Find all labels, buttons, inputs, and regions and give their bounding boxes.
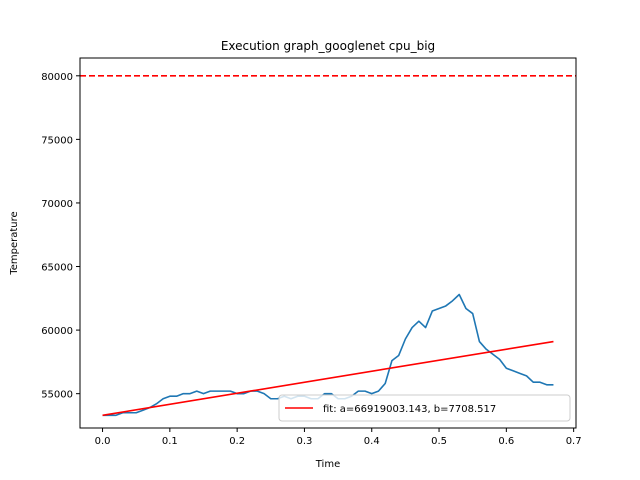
y-tick-label: 60000: [41, 326, 73, 337]
y-tick-label: 65000: [41, 263, 73, 274]
x-axis-title: Time: [315, 459, 340, 470]
temperature-line: [102, 293, 554, 417]
x-tick-label: 0.3: [296, 436, 312, 447]
plot-area: [80, 75, 576, 417]
legend: fit: a=66919003.143, b=7708.517: [278, 394, 571, 422]
x-tick-label: 0.1: [162, 436, 178, 447]
x-tick-label: 0.2: [229, 436, 245, 447]
x-tick-label: 0.7: [566, 436, 582, 447]
x-tick-label: 0.0: [95, 436, 111, 447]
axes-frame: [79, 57, 577, 429]
legend-box: [278, 394, 571, 422]
y-tick-label: 75000: [41, 135, 73, 146]
y-axis-title: Temperature: [9, 211, 20, 275]
y-axis: 55000 60000 65000 70000 75000 80000: [41, 72, 80, 401]
x-tick-label: 0.5: [431, 436, 447, 447]
chart-title: Execution graph_googlenet cpu_big: [221, 39, 435, 53]
x-tick-label: 0.4: [364, 436, 380, 447]
y-tick-label: 80000: [41, 72, 73, 83]
y-tick-label: 55000: [41, 390, 73, 401]
x-tick-label: 0.6: [498, 436, 514, 447]
y-tick-label: 70000: [41, 199, 73, 210]
x-axis: 0.0 0.1 0.2 0.3 0.4 0.5 0.6 0.7: [95, 428, 582, 447]
legend-label-fit: fit: a=66919003.143, b=7708.517: [323, 404, 496, 415]
fit-line: [102, 340, 554, 417]
